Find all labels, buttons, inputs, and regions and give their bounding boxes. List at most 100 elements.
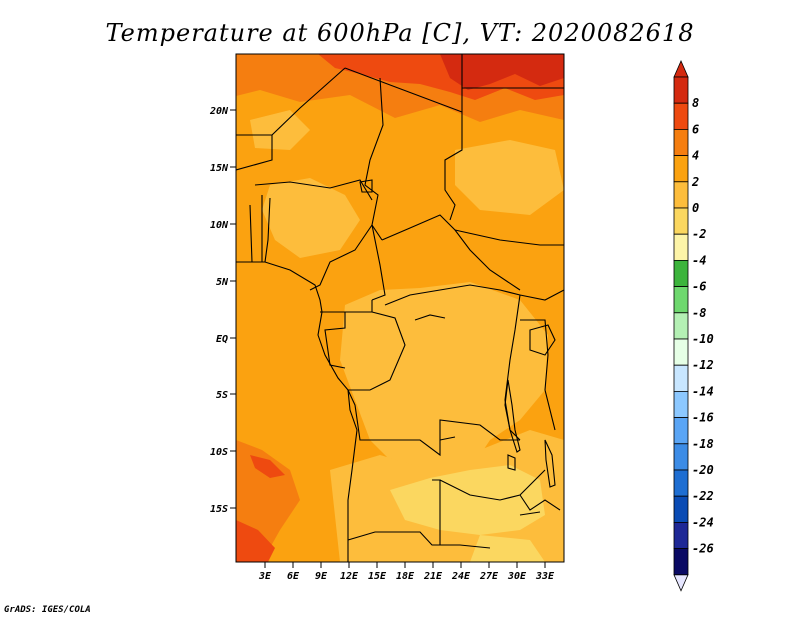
colorbar-swatch <box>673 76 689 104</box>
lat-label: 10N <box>210 220 229 231</box>
lat-label: 20N <box>209 106 229 117</box>
colorbar-label: 2 <box>691 175 699 189</box>
colorbar-swatch <box>673 233 689 261</box>
colorbar-swatch <box>673 286 689 314</box>
lake-chad <box>359 179 373 193</box>
lon-label: 33E <box>535 571 555 582</box>
lon-label: 21E <box>423 571 443 582</box>
colorbar-swatch <box>673 259 689 287</box>
colorbar-swatch <box>673 338 689 366</box>
colorbar-label: -2 <box>692 227 706 241</box>
grads-credit: GrADS: IGES/COLA <box>4 605 91 615</box>
colorbar-label: 6 <box>692 122 699 136</box>
colorbar-label: -26 <box>692 542 714 556</box>
colorbar-label: -12 <box>692 358 714 372</box>
hot-zone-southwest <box>236 520 275 562</box>
colorbar-label: 4 <box>692 149 699 163</box>
colorbar-label: 8 <box>692 96 699 110</box>
colorbar-swatch <box>673 443 689 471</box>
border-car-drc <box>384 284 521 306</box>
lake-tanganyika <box>504 379 521 453</box>
colorbar-swatch <box>673 495 689 523</box>
border-libya-chad-sudan <box>344 67 463 113</box>
colorbar-swatch <box>673 207 689 235</box>
border-mozambique <box>519 494 561 511</box>
cold-zone-south <box>390 465 545 535</box>
lat-label: 15N <box>210 163 229 174</box>
border-east-lakes <box>520 319 556 431</box>
colorbar-legend: 8 6 4 2 0 -2 -4 -6 -8 -10 -12 -14 -16 -18 -20 -22 -24 -26 <box>673 60 714 592</box>
colorbar-swatch <box>673 417 689 445</box>
colorbar-label: -16 <box>692 411 714 425</box>
cool-zone-north-west <box>250 110 310 150</box>
border-mali <box>236 134 273 171</box>
longitude-axis: 3E 6E 9E 12E 15E 18E 21E 24E 27E 30E 33E <box>258 562 555 582</box>
lon-label: 3E <box>258 571 272 582</box>
cool-zone-congo <box>340 282 548 480</box>
hot-spot-atlantic <box>250 455 285 478</box>
colorbar-bottom-arrow <box>673 574 689 592</box>
colorbar-label: -18 <box>692 437 714 451</box>
border-benin-togo <box>249 195 271 263</box>
border-car-cameroon <box>371 224 386 301</box>
lon-label: 12E <box>340 571 359 582</box>
border-nigeria-north <box>254 179 373 201</box>
colorbar-swatch <box>673 128 689 156</box>
map-frame <box>235 53 565 563</box>
map-title: Temperature at 600hPa [C], VT: 202008261… <box>106 19 695 47</box>
border-angola-south <box>347 531 491 549</box>
zambezi <box>519 511 541 516</box>
lon-label: 6E <box>287 571 300 582</box>
lon-label: 9E <box>315 571 328 582</box>
border-gabon <box>320 311 346 369</box>
border-south-sudan <box>454 229 564 246</box>
country-borders <box>236 54 564 562</box>
lat-label: 15S <box>210 504 228 515</box>
lon-label: 27E <box>479 571 499 582</box>
lake-victoria <box>529 324 556 356</box>
colorbar-label: -14 <box>692 384 714 398</box>
colorbar-top-arrow <box>673 60 689 78</box>
colorbar-swatch <box>673 548 689 576</box>
temperature-field <box>236 54 564 562</box>
border-congo <box>348 311 406 391</box>
border-niger-algeria <box>271 67 346 136</box>
colorbar-label: 0 <box>692 201 699 215</box>
colorbar-swatch <box>673 102 689 130</box>
cold-zone-south-east <box>470 535 545 562</box>
lon-label: 24E <box>451 571 471 582</box>
lake-malawi <box>544 439 556 488</box>
colorbar-label: -24 <box>692 515 714 529</box>
colorbar-swatch <box>673 364 689 392</box>
border-zambia <box>439 469 546 501</box>
latitude-axis: 20N 15N 10N 5N EQ 5S 10S 15S <box>209 106 236 515</box>
colorbar-label: -6 <box>692 280 706 294</box>
map-panel: 20N 15N 10N 5N EQ 5S 10S 15S 3E 6E 9E 12… <box>209 53 565 582</box>
colorbar-label: -20 <box>692 463 714 477</box>
very-hot-zone-north <box>440 54 564 90</box>
colorbar-swatch <box>673 181 689 209</box>
lon-label: 15E <box>368 571 387 582</box>
lat-label: EQ <box>216 334 228 345</box>
border-south-sudan-uganda <box>519 289 564 301</box>
lat-label: 5N <box>216 277 229 288</box>
lake-mweru <box>507 454 516 471</box>
colorbar-swatch <box>673 155 689 183</box>
colorbar-label: -22 <box>692 489 714 503</box>
cool-zone-sahel <box>262 178 360 258</box>
coastline-west <box>236 261 358 562</box>
colorbar-swatch <box>673 469 689 497</box>
colorbar-swatch <box>673 390 689 418</box>
colorbar-label: -8 <box>692 306 706 320</box>
lat-label: 10S <box>210 447 228 458</box>
colorbar-swatch <box>673 312 689 340</box>
border-nigeria-cameroon <box>309 224 373 291</box>
lon-label: 30E <box>507 571 527 582</box>
cool-zone-sudan <box>455 140 564 215</box>
colorbar-swatch <box>673 522 689 550</box>
river-congo <box>414 314 456 441</box>
border-drc-angola <box>347 389 520 457</box>
lat-label: 5S <box>216 390 228 401</box>
colorbar-label: -4 <box>692 253 706 267</box>
